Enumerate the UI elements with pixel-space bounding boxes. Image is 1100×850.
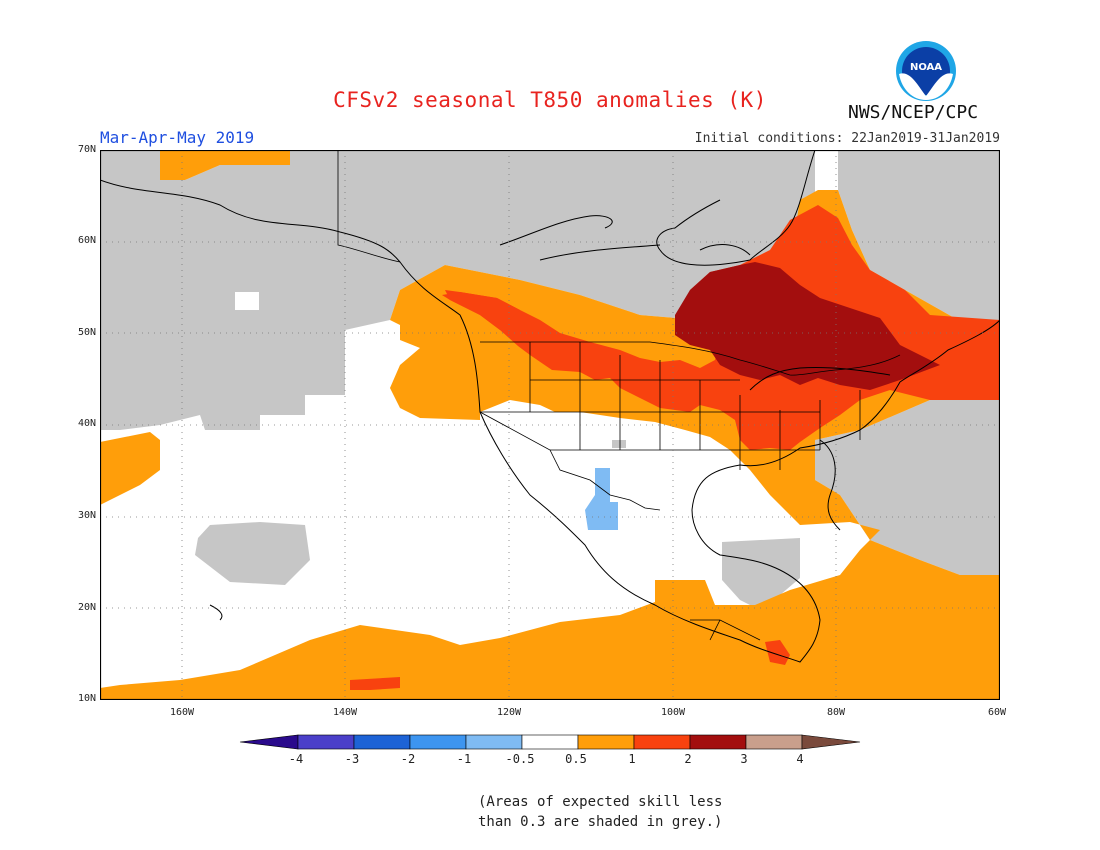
lon-label: 100W (660, 707, 686, 718)
lon-label: 140W (332, 707, 358, 718)
lat-label: 40N (77, 418, 96, 429)
colorbar-swatch (633, 734, 691, 750)
colorbar (239, 734, 861, 750)
lon-label: 60W (987, 707, 1007, 718)
coastlines (100, 150, 1000, 663)
footnote-line: (Areas of expected skill less (478, 794, 723, 810)
noaa-logo-text: NOAA (910, 62, 942, 73)
lon-label: 120W (496, 707, 522, 718)
anomaly-2-3-region (675, 262, 940, 390)
lat-label: 50N (77, 327, 96, 338)
lat-label: 10N (77, 693, 96, 704)
colorbar-tick-label: -1 (456, 752, 472, 766)
anomaly-neg1-neg0.5-region (585, 468, 618, 530)
noaa-logo: NOAA (895, 40, 957, 102)
colorbar-swatch (689, 734, 747, 750)
lat-label: 70N (77, 144, 96, 155)
colorbar-high-arrow (801, 734, 861, 750)
lat-label: 30N (77, 510, 96, 521)
colorbar-swatch (297, 734, 355, 750)
map-frame (100, 150, 1000, 700)
footnote: (Areas of expected skill less than 0.3 a… (478, 792, 738, 832)
colorbar-swatch (353, 734, 411, 750)
colorbar-tick-label: -3 (344, 752, 360, 766)
lon-label: 80W (826, 707, 846, 718)
colorbar-low-arrow (239, 734, 299, 750)
colorbar-tick-label: -4 (288, 752, 304, 766)
colorbar-swatch (465, 734, 523, 750)
colorbar-swatch (521, 734, 579, 750)
graticule (100, 150, 1000, 700)
no-skill-region (100, 150, 1000, 640)
colorbar-swatch (745, 734, 803, 750)
map-title: CFSv2 seasonal T850 anomalies (K) (333, 88, 767, 112)
colorbar-tick-label: -0.5 (505, 752, 535, 766)
agency-label: NWS/NCEP/CPC (848, 102, 979, 123)
lat-label: 60N (77, 235, 96, 246)
colorbar-swatch (577, 734, 635, 750)
colorbar-tick-label: -2 (400, 752, 416, 766)
colorbar-tick-label: 2 (684, 752, 692, 766)
colorbar-tick-label: 3 (740, 752, 748, 766)
colorbar-tick-label: 1 (628, 752, 636, 766)
anomaly-map (100, 150, 1000, 700)
colorbar-tick-label: 0.5 (565, 752, 587, 766)
footnote-line: than 0.3 are shaded in grey.) (478, 814, 723, 830)
colorbar-swatch (409, 734, 467, 750)
lat-label: 20N (77, 602, 96, 613)
season-label: Mar-Apr-May 2019 (100, 128, 255, 147)
lon-label: 160W (169, 707, 195, 718)
colorbar-tick-label: 4 (796, 752, 804, 766)
initial-conditions-label: Initial conditions: 22Jan2019-31Jan2019 (694, 131, 1000, 146)
